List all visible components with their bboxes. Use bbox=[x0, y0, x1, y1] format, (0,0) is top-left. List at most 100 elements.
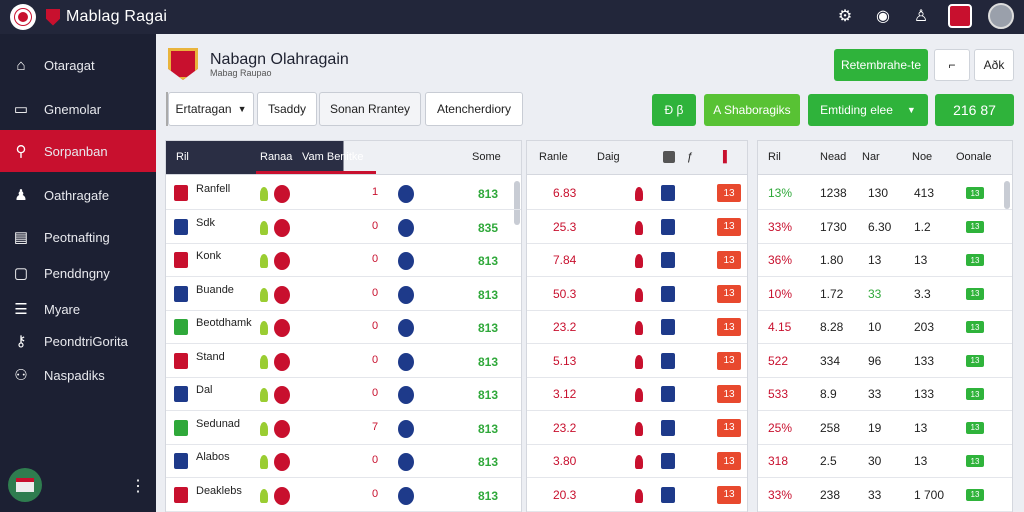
status-badge[interactable]: 13 bbox=[966, 455, 984, 467]
status-badge[interactable]: 13 bbox=[966, 254, 984, 266]
table-row[interactable]: 10% 1.72 33 3.3 13 bbox=[758, 278, 1012, 311]
filter-icon[interactable] bbox=[663, 151, 675, 163]
odds-value[interactable]: 813 bbox=[478, 321, 499, 335]
table-row[interactable]: 25% 258 19 13 13 bbox=[758, 412, 1012, 445]
flag-icon[interactable]: ▐ bbox=[719, 151, 727, 163]
table-row[interactable]: Konk 0 813 bbox=[166, 244, 521, 277]
bet-button[interactable]: 13 bbox=[717, 217, 741, 236]
table-row[interactable]: Alabos 0 813 bbox=[166, 445, 521, 478]
status-badge[interactable]: 13 bbox=[966, 187, 984, 199]
odds-value[interactable]: 813 bbox=[478, 455, 499, 469]
user-icon[interactable]: ♙ bbox=[913, 8, 929, 25]
app-logo[interactable] bbox=[10, 4, 36, 30]
secondary-button[interactable]: Aðk bbox=[974, 49, 1014, 81]
sidebar-item-3[interactable]: ⚲ Sorpanban bbox=[0, 130, 156, 172]
table-row[interactable]: Sedunad 7 813 bbox=[166, 412, 521, 445]
bet-button[interactable]: 13 bbox=[717, 385, 741, 403]
filter-dropdown[interactable]: Ertatragan ▼ bbox=[168, 92, 254, 126]
sidebar-item-5[interactable]: ▤ Peotnafting bbox=[0, 216, 156, 258]
table-row[interactable]: Beotdhamk 0 813 bbox=[166, 311, 521, 344]
table-row[interactable]: Buande 0 813 bbox=[166, 278, 521, 311]
odds-value[interactable]: 813 bbox=[478, 388, 499, 402]
table-row[interactable]: 3.80 13 bbox=[527, 445, 747, 478]
page-header: Nabagn Olahragain Mabag Raupao bbox=[168, 48, 349, 80]
select-dropdown[interactable]: Emtiding elee ▼ bbox=[808, 94, 928, 126]
sidebar: ⌂ Otaragat ▭ Gnemolar ⚲ Sorpanban ♟ Oathraga… bbox=[0, 34, 156, 512]
status-badge[interactable]: 13 bbox=[966, 421, 984, 434]
support-icon[interactable]: ◉ bbox=[876, 8, 890, 25]
sidebar-item-9[interactable]: ⚇ Naspadiks bbox=[0, 354, 156, 396]
score: 0 bbox=[372, 353, 379, 366]
table-row[interactable]: 33% 238 33 1 700 13 bbox=[758, 479, 1012, 512]
info-icon[interactable]: ƒ bbox=[687, 151, 694, 163]
table-row[interactable]: 50.3 13 bbox=[527, 278, 747, 311]
table-row[interactable]: 13% 1238 130 413 13 bbox=[758, 177, 1012, 210]
table-row[interactable]: 25.3 13 bbox=[527, 211, 747, 244]
table-row[interactable]: 3.12 13 bbox=[527, 378, 747, 411]
tab-active[interactable]: A Shaboragiks bbox=[704, 94, 800, 126]
odds-value[interactable]: 813 bbox=[478, 421, 499, 436]
odds-value[interactable]: 813 bbox=[478, 488, 499, 503]
profile-avatar[interactable] bbox=[988, 3, 1014, 29]
bookmark-button[interactable]: ⌐ bbox=[934, 49, 970, 81]
odds-value[interactable]: 835 bbox=[478, 220, 499, 235]
sidebar-item-8[interactable]: ⚷ PeondtriGorita bbox=[0, 320, 156, 362]
odds-value[interactable]: 813 bbox=[478, 354, 499, 369]
table-row[interactable]: 23.2 13 bbox=[527, 412, 747, 445]
odds-value[interactable]: 813 bbox=[478, 254, 499, 268]
sidebar-item-4[interactable]: ♟ Oathragafe bbox=[0, 174, 156, 216]
bet-button[interactable]: 13 bbox=[717, 284, 741, 303]
table-row[interactable]: Sdk 0 835 bbox=[166, 211, 521, 244]
table-row[interactable]: Stand 0 813 bbox=[166, 345, 521, 378]
table-row[interactable]: Deaklebs 0 813 bbox=[166, 479, 521, 512]
status-badge[interactable]: 13 bbox=[966, 354, 984, 367]
value-badge[interactable]: 216 87 bbox=[935, 94, 1014, 126]
table-row[interactable]: 20.3 13 bbox=[527, 479, 747, 512]
table-row[interactable]: 4.15 8.28 10 203 13 bbox=[758, 311, 1012, 344]
bet-button[interactable]: 13 bbox=[717, 452, 741, 470]
status-badge[interactable]: 13 bbox=[966, 388, 984, 400]
table-row[interactable]: 23.2 13 bbox=[527, 311, 747, 344]
primary-action-button[interactable]: Retembrahe-te bbox=[834, 49, 928, 81]
user-avatar[interactable] bbox=[8, 468, 42, 502]
table-row[interactable]: 7.84 13 bbox=[527, 244, 747, 277]
bet-button[interactable]: 13 bbox=[717, 351, 741, 370]
bet-button[interactable]: 13 bbox=[717, 418, 741, 437]
table-row[interactable]: Dal 0 813 bbox=[166, 378, 521, 411]
table-row[interactable]: 533 8.9 33 133 13 bbox=[758, 378, 1012, 411]
counter-button[interactable]: Đ β bbox=[652, 94, 696, 126]
filter-button[interactable]: Sonan Rrantey bbox=[319, 92, 421, 126]
sidebar-item-6[interactable]: ▢ Penddngny bbox=[0, 252, 156, 294]
table-row[interactable]: 6.83 13 bbox=[527, 177, 747, 210]
more-icon[interactable]: ⋮ bbox=[130, 478, 146, 495]
scrollbar[interactable] bbox=[1004, 181, 1010, 209]
bet-button[interactable]: 13 bbox=[717, 485, 741, 504]
status-badge[interactable]: 13 bbox=[966, 321, 984, 333]
filter-button[interactable]: Atencherdiory bbox=[425, 92, 523, 126]
table-row[interactable]: 33% 1730 6.30 1.2 13 bbox=[758, 211, 1012, 244]
column-header[interactable]: Vam Benitke bbox=[302, 151, 364, 163]
table-row[interactable]: Ranfell 1 813 bbox=[166, 177, 521, 210]
sidebar-item-2[interactable]: ▭ Gnemolar bbox=[0, 88, 156, 130]
status-badge[interactable]: 13 bbox=[966, 220, 984, 233]
avatar[interactable] bbox=[948, 4, 972, 28]
table-row[interactable]: 5.13 13 bbox=[527, 345, 747, 378]
table-row[interactable]: 318 2.5 30 13 13 bbox=[758, 445, 1012, 478]
status-badge[interactable]: 13 bbox=[966, 488, 984, 501]
calendar-icon: ▤ bbox=[13, 229, 29, 246]
sidebar-item-7[interactable]: ☰ Myare bbox=[0, 288, 156, 330]
table-row[interactable]: 36% 1.80 13 13 13 bbox=[758, 244, 1012, 277]
sidebar-item-1[interactable]: ⌂ Otaragat bbox=[0, 44, 156, 86]
status-badge[interactable]: 13 bbox=[966, 287, 984, 300]
bet-button[interactable]: 13 bbox=[717, 318, 741, 336]
scrollbar[interactable] bbox=[514, 181, 520, 225]
filter-button[interactable]: Tsaddy bbox=[257, 92, 317, 126]
table-row[interactable]: 522 334 96 133 13 bbox=[758, 345, 1012, 378]
stat-value: 1730 bbox=[820, 219, 847, 234]
odds-value[interactable]: 813 bbox=[478, 187, 499, 201]
bet-button[interactable]: 13 bbox=[717, 184, 741, 202]
column-header[interactable]: Ranaa bbox=[260, 151, 293, 163]
odds-value[interactable]: 813 bbox=[478, 287, 499, 302]
gear-icon[interactable]: ⚙ bbox=[837, 8, 853, 25]
bet-button[interactable]: 13 bbox=[717, 251, 741, 269]
